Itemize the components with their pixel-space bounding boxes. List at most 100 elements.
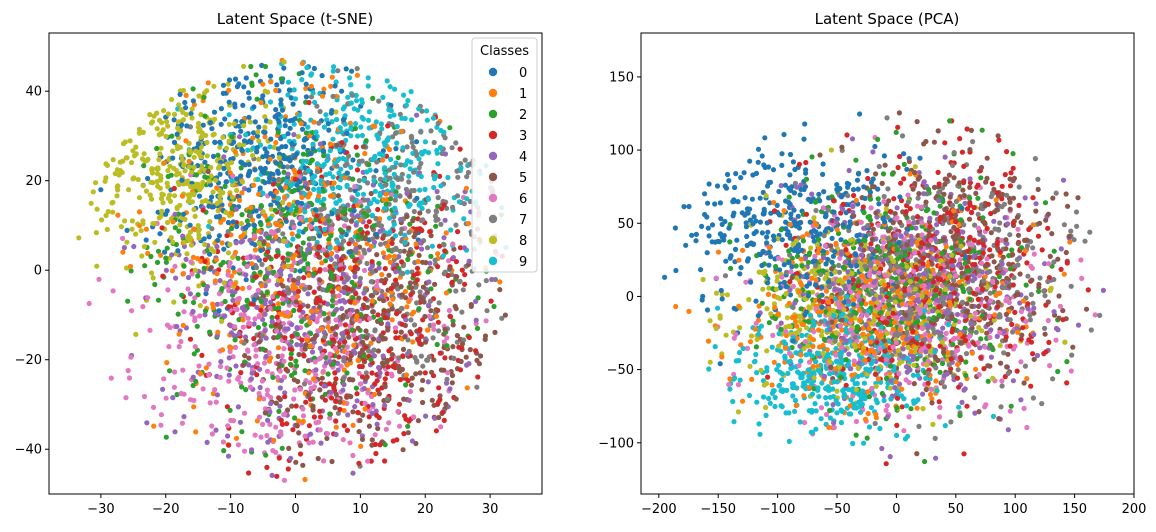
scatter-point-class-5 [292, 377, 297, 382]
scatter-point-class-0 [221, 91, 226, 96]
scatter-point-class-3 [288, 356, 293, 361]
scatter-point-class-5 [330, 326, 335, 331]
scatter-point-class-0 [258, 248, 263, 253]
scatter-point-class-2 [491, 304, 496, 309]
scatter-point-class-4 [258, 385, 263, 390]
scatter-point-class-8 [169, 97, 174, 102]
scatter-point-class-1 [409, 311, 414, 316]
scatter-point-class-1 [301, 419, 306, 424]
scatter-point-class-8 [282, 59, 287, 64]
scatter-point-class-0 [202, 160, 207, 165]
scatter-point-class-8 [158, 214, 163, 219]
scatter-point-class-3 [342, 423, 347, 428]
scatter-point-class-6 [320, 352, 325, 357]
scatter-point-class-6 [260, 422, 265, 427]
scatter-point-class-5 [461, 325, 466, 330]
scatter-point-class-1 [866, 411, 871, 416]
scatter-point-class-4 [489, 277, 494, 282]
scatter-point-class-5 [422, 314, 427, 319]
scatter-point-class-7 [316, 121, 321, 126]
scatter-point-class-2 [303, 227, 308, 232]
scatter-point-class-0 [98, 187, 103, 192]
scatter-point-class-7 [330, 94, 335, 99]
scatter-point-class-0 [344, 131, 349, 136]
scatter-point-class-9 [336, 185, 341, 190]
scatter-point-class-2 [263, 453, 268, 458]
scatter-point-class-3 [346, 286, 351, 291]
scatter-point-class-8 [227, 139, 232, 144]
scatter-point-class-6 [214, 400, 219, 405]
scatter-point-class-9 [315, 161, 320, 166]
scatter-point-class-1 [273, 140, 278, 145]
scatter-point-class-2 [239, 212, 244, 217]
scatter-point-class-8 [220, 135, 225, 140]
scatter-point-class-8 [165, 181, 170, 186]
scatter-point-class-7 [393, 198, 398, 203]
scatter-point-class-7 [432, 140, 437, 145]
scatter-point-class-5 [370, 437, 375, 442]
scatter-point-class-6 [253, 354, 258, 359]
scatter-point-class-2 [343, 206, 348, 211]
scatter-point-class-6 [178, 339, 183, 344]
scatter-point-class-6 [210, 431, 215, 436]
scatter-point-class-8 [155, 165, 160, 170]
scatter-point-class-4 [262, 312, 267, 317]
scatter-point-class-7 [276, 177, 281, 182]
scatter-point-class-5 [347, 393, 352, 398]
scatter-point-class-5 [474, 358, 479, 363]
scatter-point-class-6 [151, 405, 156, 410]
scatter-point-class-1 [233, 149, 238, 154]
scatter-point-class-4 [310, 349, 315, 354]
scatter-point-class-8 [241, 123, 246, 128]
scatter-point-class-9 [730, 399, 735, 404]
scatter-point-class-2 [304, 130, 309, 135]
scatter-point-class-6 [386, 420, 391, 425]
scatter-point-class-5 [873, 171, 878, 176]
scatter-point-class-4 [263, 328, 268, 333]
scatter-point-class-8 [164, 134, 169, 139]
scatter-point-class-7 [388, 176, 393, 181]
scatter-point-class-3 [375, 312, 380, 317]
scatter-point-class-1 [406, 299, 411, 304]
scatter-point-class-1 [268, 157, 273, 162]
scatter-point-class-3 [226, 304, 231, 309]
scatter-point-class-4 [393, 269, 398, 274]
scatter-point-class-1 [328, 84, 333, 89]
scatter-point-class-2 [331, 312, 336, 317]
scatter-point-class-6 [1022, 406, 1027, 411]
scatter-point-class-0 [261, 129, 266, 134]
scatter-point-class-2 [167, 368, 172, 373]
scatter-point-class-5 [429, 370, 434, 375]
scatter-point-class-9 [375, 133, 380, 138]
scatter-point-class-0 [312, 66, 317, 71]
scatter-point-class-8 [93, 180, 98, 185]
scatter-point-class-9 [292, 87, 297, 92]
scatter-point-class-8 [203, 198, 208, 203]
scatter-point-class-0 [373, 168, 378, 173]
scatter-point-class-4 [342, 290, 347, 295]
scatter-point-class-2 [1024, 283, 1029, 288]
scatter-point-class-1 [333, 246, 338, 251]
scatter-point-class-6 [367, 316, 372, 321]
scatter-point-class-6 [217, 291, 222, 296]
scatter-point-class-1 [151, 424, 156, 429]
scatter-point-class-1 [256, 192, 261, 197]
scatter-point-class-1 [370, 298, 375, 303]
scatter-point-class-9 [297, 229, 302, 234]
scatter-point-class-2 [305, 261, 310, 266]
scatter-point-class-8 [178, 145, 183, 150]
scatter-point-class-5 [422, 299, 427, 304]
scatter-point-class-1 [120, 250, 125, 255]
scatter-point-class-6 [431, 322, 436, 327]
scatter-point-class-8 [198, 153, 203, 158]
scatter-point-class-6 [1093, 312, 1098, 317]
scatter-point-class-9 [331, 64, 336, 69]
scatter-point-class-8 [105, 163, 110, 168]
scatter-point-class-0 [304, 82, 309, 87]
scatter-point-class-2 [403, 382, 408, 387]
scatter-point-class-0 [326, 128, 331, 133]
scatter-point-class-1 [305, 337, 310, 342]
scatter-point-class-3 [417, 328, 422, 333]
scatter-point-class-2 [328, 283, 333, 288]
scatter-point-class-5 [381, 233, 386, 238]
